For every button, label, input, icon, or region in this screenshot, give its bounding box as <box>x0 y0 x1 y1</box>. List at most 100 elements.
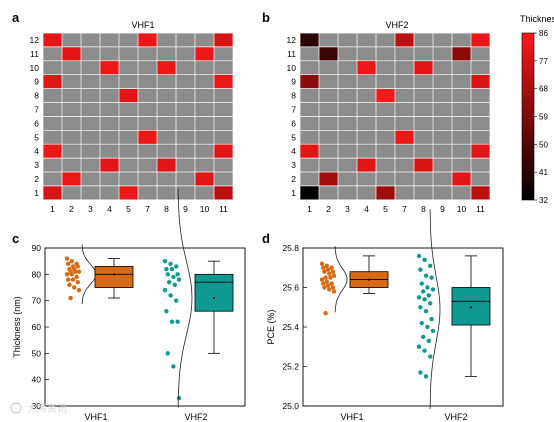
heatmap-cell <box>300 144 319 159</box>
data-point <box>75 280 81 285</box>
data-point <box>416 253 422 259</box>
data-point <box>171 364 176 369</box>
heatmap-cell <box>357 158 376 172</box>
heatmap-cell <box>471 185 490 200</box>
density-curve <box>81 244 97 305</box>
panel-label-a: a <box>12 10 20 25</box>
heatmap-cell <box>395 33 414 47</box>
y-tick-label: 60 <box>32 322 42 332</box>
heatmap-cell <box>119 185 138 200</box>
box <box>94 266 134 288</box>
density-curve <box>429 209 441 410</box>
data-point <box>325 283 331 288</box>
data-point <box>67 282 72 288</box>
data-point <box>430 328 436 334</box>
data-point <box>323 275 328 280</box>
data-point <box>331 273 337 278</box>
data-point <box>69 272 75 277</box>
data-point <box>327 287 332 292</box>
colorbar-tick-label: 68 <box>539 85 548 94</box>
y-tick-label: 6 <box>291 118 296 128</box>
y-tick-label: 30 <box>32 401 42 411</box>
y-axis-label: Thickness (nm) <box>12 296 22 358</box>
data-point <box>74 274 79 280</box>
data-point <box>76 269 82 274</box>
heatmap-cell <box>157 60 176 75</box>
data-point <box>165 272 170 277</box>
x-tick-label: 10 <box>457 204 467 214</box>
data-point <box>419 281 424 286</box>
x-category-label: VHF2 <box>184 412 207 422</box>
y-tick-label: 9 <box>34 77 39 87</box>
mean-marker <box>212 296 216 300</box>
y-tick-label: 12 <box>287 35 297 45</box>
data-point <box>169 319 175 324</box>
data-point <box>330 269 335 274</box>
heatmap-cell <box>43 33 62 47</box>
y-tick-label: 50 <box>32 348 42 358</box>
y-tick-label: 4 <box>34 146 39 156</box>
watermark: 大海资讯 <box>10 402 67 415</box>
y-tick-label: 8 <box>34 91 39 101</box>
data-point <box>319 261 325 266</box>
panel-label-b: b <box>262 10 270 25</box>
data-point <box>175 272 180 277</box>
heatmap-cell <box>357 60 376 75</box>
heatmap-cell <box>300 185 319 200</box>
data-point <box>430 287 436 292</box>
data-point <box>325 267 331 272</box>
x-tick-label: 3 <box>345 204 350 214</box>
data-point <box>319 277 325 282</box>
panel-label-d: d <box>262 231 270 246</box>
heatmap-cell <box>43 74 62 89</box>
x-tick-label: 5 <box>126 204 131 214</box>
data-point <box>422 257 427 263</box>
y-tick-label: 1 <box>34 188 39 198</box>
heatmap-cell <box>214 33 233 47</box>
y-tick-label: 25.4 <box>282 322 299 332</box>
density-curve <box>177 188 193 408</box>
data-point <box>323 310 328 316</box>
data-point <box>165 351 170 356</box>
panel-c-boxplot: c 30 40 50 60 70 80 90 Thickness (nm) VHF1 VHF2 <box>12 188 246 422</box>
heatmap-cell <box>119 88 138 103</box>
x-tick-label: 10 <box>200 204 210 214</box>
heatmap-cell <box>138 33 157 47</box>
y-tick-label: 1 <box>291 188 296 198</box>
panel-a-title: VHF1 <box>131 20 154 30</box>
y-tick-label: 6 <box>34 118 39 128</box>
x-tick-label: 4 <box>107 204 112 214</box>
y-tick-label: 80 <box>32 269 42 279</box>
y-tick-label: 5 <box>291 132 296 142</box>
mean-marker <box>367 278 371 281</box>
y-tick-label: 90 <box>32 243 42 253</box>
x-tick-label: 2 <box>326 204 331 214</box>
heatmap-cell <box>214 144 233 159</box>
data-point <box>428 301 433 306</box>
heatmap-cell <box>471 33 490 47</box>
data-point <box>322 269 327 274</box>
data-point <box>329 265 334 270</box>
panel-b-title: VHF2 <box>385 20 408 30</box>
x-tick-label: 8 <box>421 204 426 214</box>
data-point <box>418 305 423 310</box>
heatmap-cell <box>395 130 414 145</box>
density-curve <box>334 246 348 313</box>
data-point <box>428 263 433 268</box>
data-point <box>422 348 427 353</box>
data-point <box>64 256 70 261</box>
heatmap-cell <box>138 130 157 145</box>
x-tick-label: 2 <box>69 204 74 214</box>
data-point <box>162 258 168 264</box>
heatmap-cell <box>157 158 176 172</box>
data-point <box>75 264 81 269</box>
data-point <box>76 287 82 293</box>
heatmap-cell <box>414 60 433 75</box>
data-point <box>429 275 434 280</box>
data-point <box>70 277 76 282</box>
data-point <box>164 309 169 314</box>
heatmap-cell <box>376 88 395 103</box>
data-point <box>416 344 422 349</box>
